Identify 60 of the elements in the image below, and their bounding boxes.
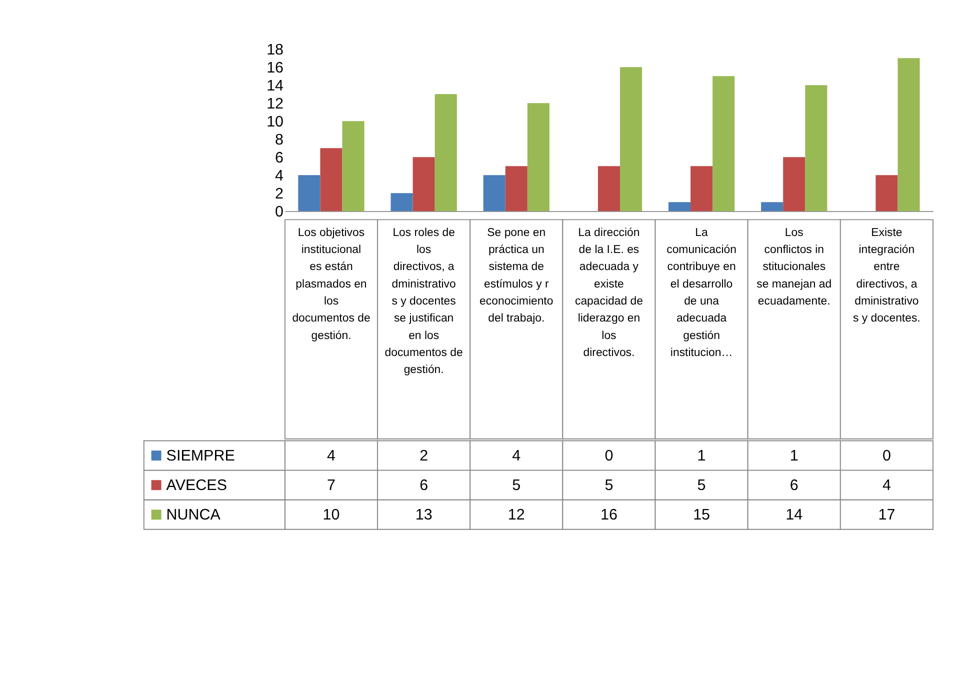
bar: [298, 175, 320, 212]
y-tick-label: 0: [275, 203, 284, 220]
y-tick-label: 18: [266, 41, 284, 58]
data-label: 16: [600, 506, 618, 524]
x-tick-label: Se pone en práctica un sistema de estímulos y reconocimiento del trabajo.: [480, 226, 554, 325]
bar: [805, 85, 828, 212]
bar: [761, 202, 784, 212]
bar: [412, 157, 435, 212]
data-label: 5: [604, 476, 614, 494]
x-tick-label: Existe integración entre directivos, administrativos y docentes.: [853, 226, 920, 325]
data-label: 13: [415, 506, 432, 524]
data-label: 5: [512, 476, 521, 494]
x-tick-label: La comunicación contribuye en el desarrollo de una adecuada gestión institucion…: [666, 226, 736, 359]
data-label: 17: [878, 506, 896, 524]
bar: [690, 166, 713, 212]
bar: [898, 58, 920, 212]
bar: [527, 103, 550, 212]
x-tick-label: Los objetivos institucionales están plasmados en los documentos de gestión.: [292, 226, 370, 342]
data-label: 2: [420, 447, 428, 464]
bar: [483, 175, 506, 212]
y-tick-label: 16: [266, 59, 284, 76]
bar: [620, 67, 642, 212]
data-label: 4: [326, 447, 336, 464]
bar: [598, 166, 620, 212]
y-tick-label: 2: [275, 185, 284, 202]
category-label: Los roles de los directivos, administrativos y docentes se justifican en los documentos de gestión.: [384, 226, 463, 376]
legend-label: AVECES: [166, 476, 227, 494]
legend-label: SIEMPRE: [166, 447, 235, 464]
bar: [712, 76, 735, 212]
bar: [320, 148, 342, 212]
data-label: 15: [693, 506, 710, 524]
data-label: 0: [604, 447, 614, 464]
bar: [434, 94, 457, 212]
y-tick-label: 10: [266, 113, 284, 130]
bar: [505, 166, 528, 212]
bar: [783, 157, 806, 212]
data-label: 5: [697, 476, 706, 494]
x-tick-label: Los conflictos institucionales se manejan adecuadamente.: [756, 226, 832, 308]
data-label: 1: [697, 447, 706, 464]
data-label: 0: [882, 447, 891, 464]
bar: [876, 175, 898, 212]
bar: [390, 193, 413, 212]
y-tick-label: 12: [266, 95, 284, 112]
data-label: 7: [326, 476, 336, 494]
bar: [668, 202, 691, 212]
data-label: 4: [512, 447, 522, 464]
data-label: 4: [882, 476, 892, 494]
data-label: 1: [790, 447, 798, 464]
y-tick-label: 6: [275, 149, 284, 166]
x-tick-label: La dirección de la I.E. es adecuada y existe capacidad de liderazgo en los directivos.: [574, 226, 643, 359]
y-tick-label: 4: [275, 167, 284, 184]
data-label: 12: [508, 506, 525, 524]
bar: [342, 121, 364, 212]
data-label: 6: [790, 476, 798, 494]
data-label: 14: [786, 506, 804, 524]
data-label: 10: [322, 506, 340, 524]
y-tick-label: 8: [275, 131, 284, 148]
y-tick-label: 14: [266, 77, 284, 94]
legend-label: NUNCA: [166, 506, 222, 524]
data-label: 6: [420, 476, 428, 494]
